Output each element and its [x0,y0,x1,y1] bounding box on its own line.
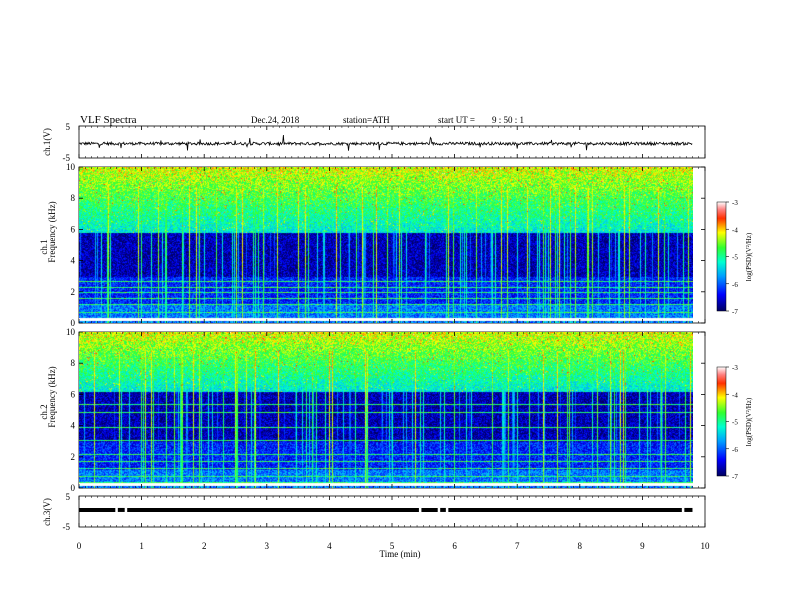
date-label: Dec.24, 2018 [251,115,300,125]
ch2-colorbar-ticks: -3 -4 -5 -6 -7 [726,364,738,481]
ch2-freq-ylabel: Frequency (kHz) [47,366,57,427]
ch1-colorbar-label: log(PSD)(V²/Hz) [745,232,753,281]
ch2-colorbar-label: log(PSD)(V²/Hz) [745,397,753,446]
x-tick-label: 3 [265,541,270,551]
y-tick-label: 2 [71,452,76,462]
colorbar-tick-label: -6 [732,281,738,289]
colorbar-tick-label: -5 [732,254,738,262]
ch2-colorbar-scale [716,366,727,477]
ch1-colorbar: -3 -4 -5 -6 -7 log(PSD)(V²/Hz) [716,199,753,316]
colorbar-tick-label: -4 [732,391,738,399]
ch1-wave-ylabel: ch.1(V) [42,128,52,156]
colorbar-tick-label: -7 [732,308,738,316]
y-tick-label: 0 [71,483,76,493]
ch1-channel-label: ch.1 [39,239,49,254]
y-tick-label: 6 [71,389,76,399]
x-tick-label: 2 [202,541,207,551]
x-tick-label: 7 [515,541,520,551]
chart-title: VLF Spectra [80,114,137,126]
colorbar-tick-label: -3 [732,364,738,372]
y-tick-label: 8 [71,358,76,368]
ch1-freq-yticks: 0 2 4 6 8 10 [66,162,705,328]
ch2-colorbar: -3 -4 -5 -6 -7 log(PSD)(V²/Hz) [716,364,753,481]
x-tick-label: 8 [578,541,583,551]
ch1-spectrogram-image [79,167,693,323]
time-axis-label: Time (min) [380,549,421,559]
x-tick-label: 6 [452,541,457,551]
y-tick-label: 10 [66,327,76,337]
colorbar-tick-label: -5 [732,419,738,427]
ch1-waveform-line [79,134,693,151]
ch1-waveform-panel: 5 -5 ch.1(V) [42,122,706,163]
y-tick-label: 8 [71,193,76,203]
ch3-waveform-panel: 5 -5 ch.3(V) [42,492,706,532]
x-tick-label: 4 [327,541,332,551]
y-tick-label: 6 [71,224,76,234]
time-axis-ticks: 0 1 2 3 4 5 6 7 8 9 10 [77,126,710,551]
ch3-wave-ytick-top: 5 [66,492,71,502]
y-tick-label: 0 [71,318,76,328]
ch2-freq-yticks: 0 2 4 6 8 10 [66,327,705,493]
y-tick-label: 4 [71,256,76,266]
ch1-waveform-frame [78,125,706,159]
ch2-spectrogram-panel: Frequency (kHz) ch.2 0 2 4 6 8 10 [39,327,706,493]
ch3-wave-ylabel: ch.3(V) [42,498,52,526]
x-tick-label: 9 [640,541,645,551]
x-tick-label: 10 [701,541,711,551]
ch2-spectrogram-image [79,332,693,488]
ch1-wave-ytick-top: 5 [66,122,71,132]
ch1-colorbar-ticks: -3 -4 -5 -6 -7 [726,199,738,316]
y-tick-label: 2 [71,287,76,297]
ch3-wave-ytick-bottom: -5 [63,522,71,532]
y-tick-label: 10 [66,162,76,172]
ch1-freq-ylabel: Frequency (kHz) [47,201,57,262]
x-tick-label: 1 [139,541,144,551]
start-ut-value: 9 : 50 : 1 [492,115,524,125]
x-tick-label: 5 [390,541,395,551]
colorbar-tick-label: -4 [732,226,738,234]
colorbar-tick-label: -6 [732,446,738,454]
ch1-spectrogram-panel: Frequency (kHz) ch.1 0 2 4 6 8 10 [39,162,706,328]
ch1-colorbar-scale [716,201,727,312]
ch2-channel-label: ch.2 [39,404,49,419]
start-ut-label: start UT = [438,115,475,125]
colorbar-tick-label: -7 [732,473,738,481]
x-tick-label: 0 [77,541,82,551]
station-label: station=ATH [343,115,390,125]
colorbar-tick-label: -3 [732,199,738,207]
ch1-wave-ytick-bottom: -5 [63,153,71,163]
y-tick-label: 4 [71,421,76,431]
